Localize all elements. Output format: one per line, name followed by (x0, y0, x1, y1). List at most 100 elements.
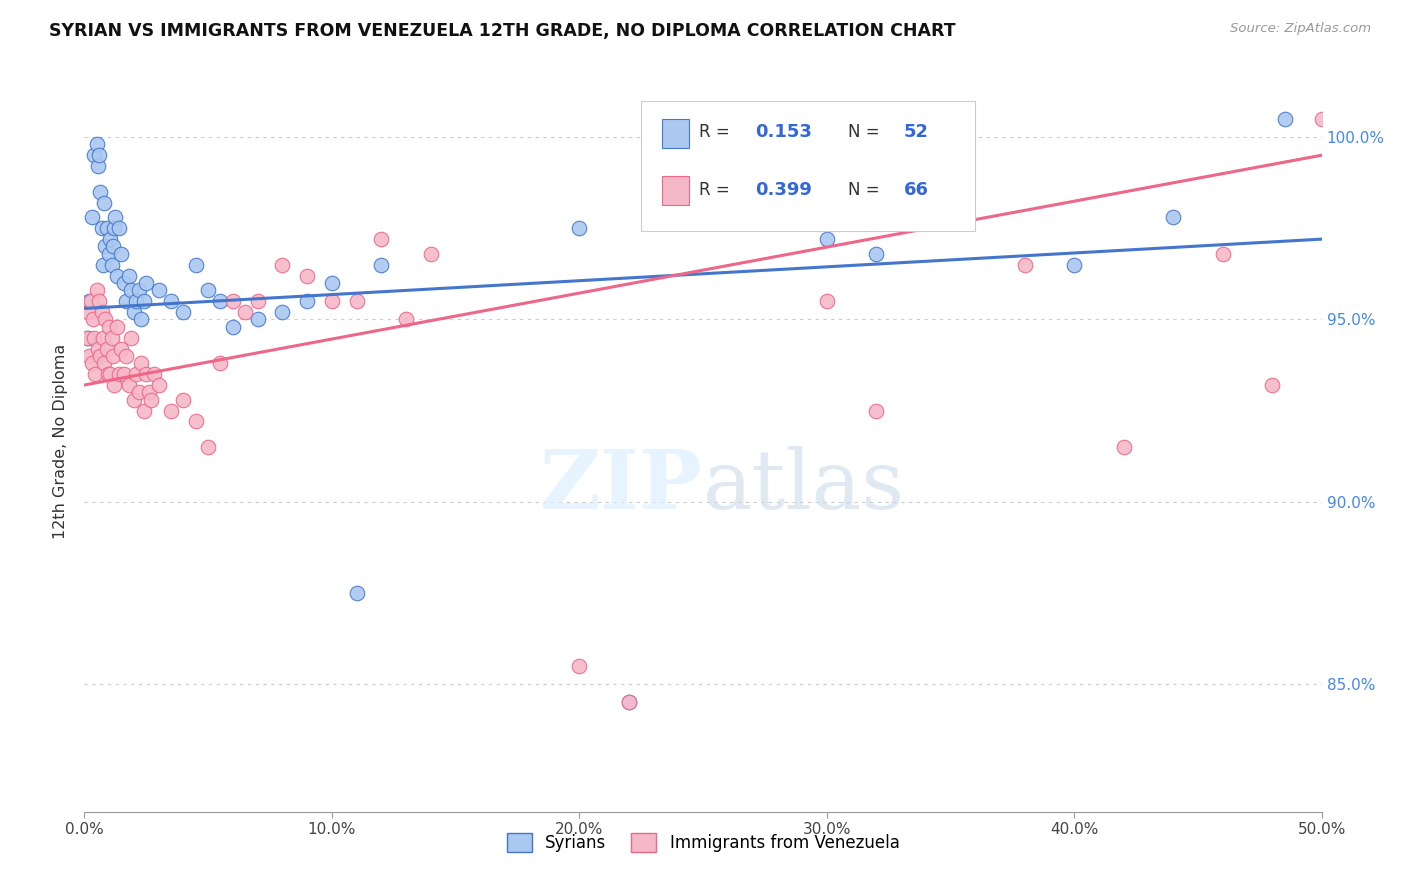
Point (87, 342, 110, 356)
Point (129, 356, 152, 370)
Point (1014, 258, 1036, 272)
Point (865, 403, 887, 417)
Point (1310, 112, 1333, 126)
Bar (662, 177, 689, 204)
Point (617, 695, 640, 709)
Point (209, 356, 232, 370)
Point (1161, 211, 1184, 225)
Point (222, 319, 245, 334)
Point (112, 276, 135, 290)
Text: Source: ZipAtlas.com: Source: ZipAtlas.com (1230, 22, 1371, 36)
Point (98, 367, 121, 381)
Point (115, 294, 138, 309)
Point (321, 294, 343, 309)
Point (160, 294, 183, 309)
Point (105, 268, 128, 283)
Point (346, 294, 368, 309)
Point (246, 294, 269, 309)
Point (1212, 246, 1234, 260)
Point (122, 392, 145, 407)
Text: N =: N = (848, 123, 879, 141)
Text: R =: R = (699, 181, 730, 199)
Point (77, 305, 100, 319)
Point (108, 367, 131, 381)
Point (1063, 258, 1085, 272)
Point (865, 246, 887, 260)
Point (110, 342, 132, 356)
Point (104, 211, 127, 225)
Point (120, 330, 142, 344)
Point (142, 367, 165, 381)
Point (108, 221, 131, 235)
Bar (662, 120, 689, 147)
Point (94, 239, 117, 253)
Point (101, 349, 124, 363)
Point (80, 356, 103, 370)
Point (77, 330, 100, 344)
Point (132, 403, 155, 417)
Point (118, 268, 141, 283)
Point (568, 221, 591, 235)
Point (692, 211, 714, 225)
Text: 52: 52 (904, 123, 928, 141)
Point (370, 258, 392, 272)
Point (79, 294, 101, 309)
Point (97, 367, 120, 381)
Point (91, 258, 114, 272)
Point (90, 221, 112, 235)
Point (222, 294, 245, 309)
Text: SYRIAN VS IMMIGRANTS FROM VENEZUELA 12TH GRADE, NO DIPLOMA CORRELATION CHART: SYRIAN VS IMMIGRANTS FROM VENEZUELA 12TH… (49, 22, 956, 40)
Point (80, 211, 103, 225)
Point (91, 330, 114, 344)
Text: 66: 66 (904, 181, 928, 199)
Point (148, 378, 170, 392)
Point (93, 356, 115, 370)
Text: 0.399: 0.399 (755, 181, 811, 199)
Point (209, 294, 232, 309)
Point (1261, 378, 1284, 392)
Point (86, 137, 108, 152)
Point (86, 283, 108, 297)
Point (89, 349, 111, 363)
Point (83, 148, 105, 162)
Point (94, 312, 117, 326)
Point (617, 695, 640, 709)
Point (132, 294, 155, 309)
Point (815, 294, 838, 309)
Point (370, 232, 392, 246)
Point (271, 258, 294, 272)
Point (96, 221, 118, 235)
Point (172, 305, 194, 319)
Point (101, 239, 124, 253)
Point (90, 305, 112, 319)
Point (233, 305, 256, 319)
Point (120, 283, 142, 297)
Point (141, 392, 163, 407)
Text: atlas: atlas (703, 446, 905, 526)
Point (295, 268, 318, 283)
Point (419, 246, 441, 260)
Point (115, 349, 138, 363)
Point (89, 148, 111, 162)
Point (112, 367, 135, 381)
Point (197, 440, 219, 454)
Point (98, 246, 121, 260)
Legend: Syrians, Immigrants from Venezuela: Syrians, Immigrants from Venezuela (501, 826, 905, 859)
Point (129, 312, 152, 326)
Text: N =: N = (848, 181, 879, 199)
Point (84, 367, 107, 381)
Point (82, 312, 104, 326)
Point (105, 319, 128, 334)
Point (815, 232, 838, 246)
Point (83, 330, 105, 344)
Point (103, 221, 125, 235)
Point (295, 294, 318, 309)
Point (98, 319, 121, 334)
Point (100, 258, 122, 272)
Point (1112, 440, 1135, 454)
Point (184, 415, 207, 429)
Point (98, 232, 121, 246)
Point (197, 283, 219, 297)
Text: R =: R = (699, 123, 730, 141)
Point (321, 276, 343, 290)
